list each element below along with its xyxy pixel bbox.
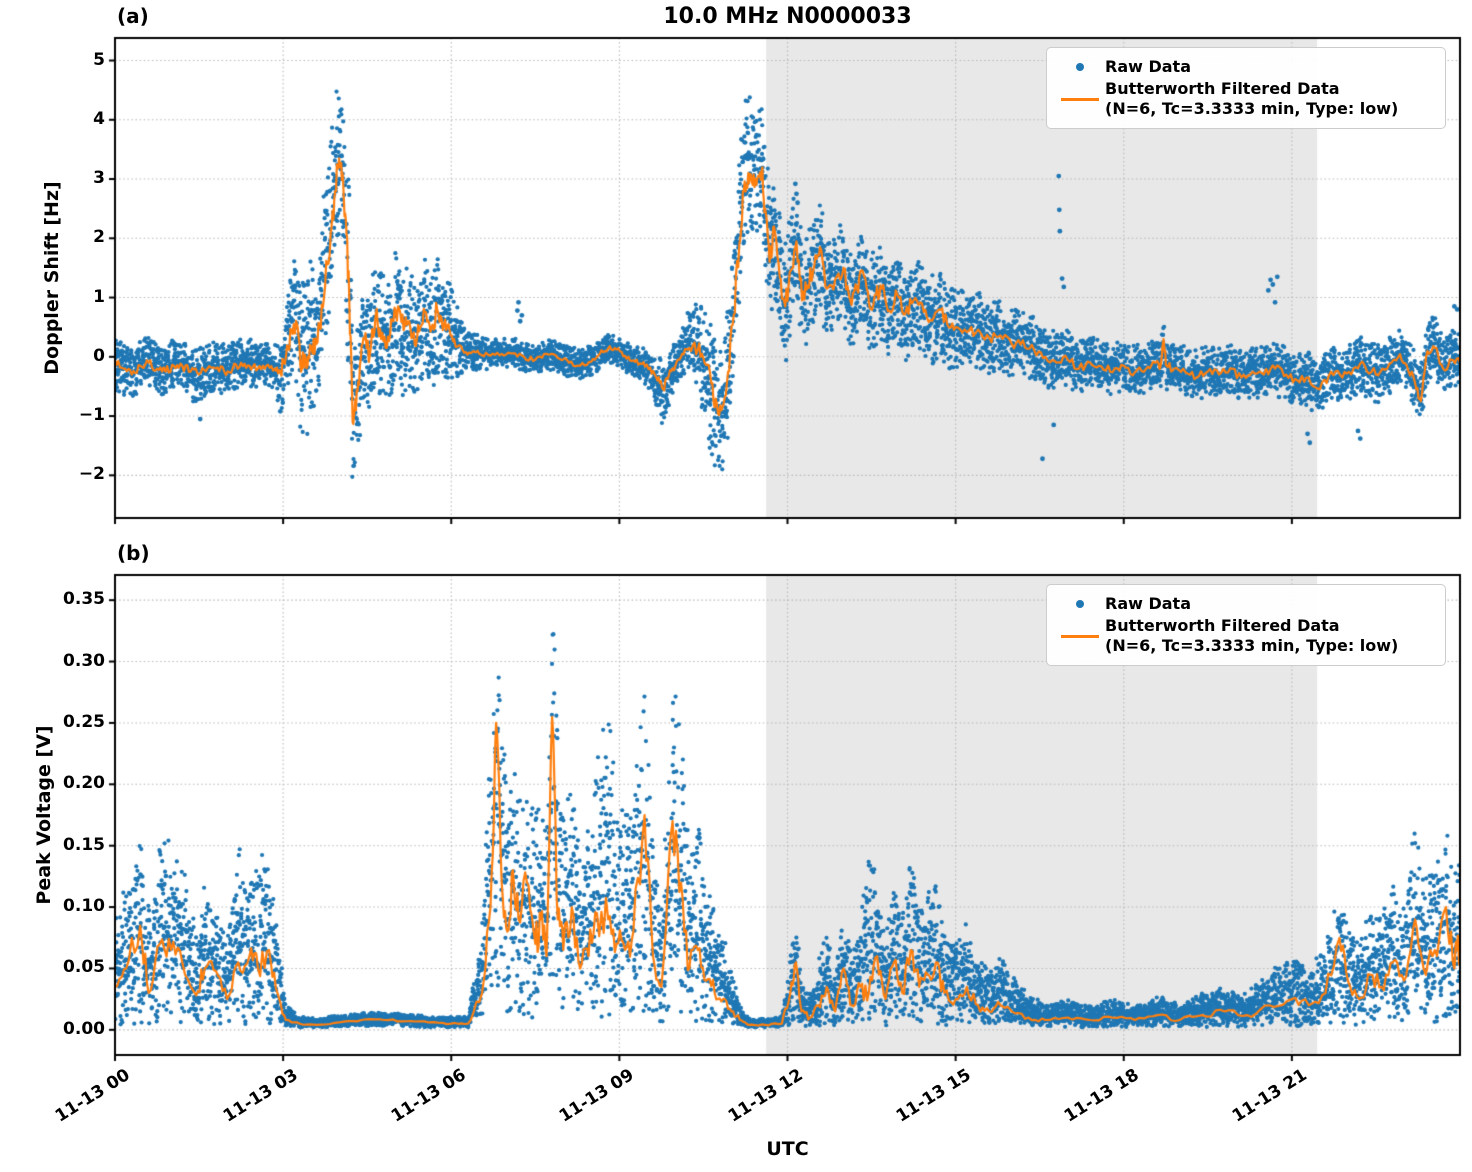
y-tick-label: 4 <box>93 108 105 129</box>
x-axis-label-utc: UTC <box>766 1138 809 1160</box>
y-tick-label: 0.20 <box>63 773 105 794</box>
y-tick-label: 0.30 <box>63 650 105 671</box>
panel-b-label: (b) <box>117 541 150 565</box>
legend-filtered-label-line1: Butterworth Filtered Data <box>1105 79 1340 98</box>
y-tick-label: 0.25 <box>63 711 105 732</box>
filtered-line-marker-icon <box>1055 634 1105 638</box>
legend-entry-raw: Raw Data <box>1055 57 1435 77</box>
legend-raw-label: Raw Data <box>1105 57 1191 76</box>
y-tick-label: 0.05 <box>63 957 105 978</box>
y-tick-label: 0.10 <box>63 896 105 917</box>
y-tick-label: 0.15 <box>63 834 105 855</box>
legend-filtered-label-line1: Butterworth Filtered Data <box>1105 616 1340 635</box>
y-tick-label: 0.00 <box>63 1018 105 1039</box>
legend-a: Raw Data Butterworth Filtered Data (N=6,… <box>1046 47 1446 129</box>
y-tick-label: 0.35 <box>63 589 105 610</box>
legend-entry-filtered: Butterworth Filtered Data (N=6, Tc=3.333… <box>1055 79 1435 119</box>
legend-entry-filtered: Butterworth Filtered Data (N=6, Tc=3.333… <box>1055 616 1435 656</box>
legend-entry-raw: Raw Data <box>1055 594 1435 614</box>
legend-filtered-label-line2: (N=6, Tc=3.3333 min, Type: low) <box>1105 99 1399 118</box>
raw-data-marker-icon <box>1055 600 1105 608</box>
y-tick-label: 3 <box>93 168 105 189</box>
y-tick-label: −1 <box>78 405 105 426</box>
filtered-line-marker-icon <box>1055 97 1105 101</box>
y-tick-label: 2 <box>93 227 105 248</box>
legend-filtered-label-line2: (N=6, Tc=3.3333 min, Type: low) <box>1105 636 1399 655</box>
legend-raw-label: Raw Data <box>1105 594 1191 613</box>
y-axis-label-voltage: Peak Voltage [V] <box>33 725 55 905</box>
y-tick-label: 0 <box>93 345 105 366</box>
panel-a-label: (a) <box>117 4 149 28</box>
y-tick-label: 1 <box>93 286 105 307</box>
raw-data-marker-icon <box>1055 63 1105 71</box>
y-tick-label: 5 <box>93 49 105 70</box>
legend-b: Raw Data Butterworth Filtered Data (N=6,… <box>1046 584 1446 666</box>
y-tick-label: −2 <box>78 464 105 485</box>
figure-title: 10.0 MHz N0000033 <box>663 4 912 29</box>
